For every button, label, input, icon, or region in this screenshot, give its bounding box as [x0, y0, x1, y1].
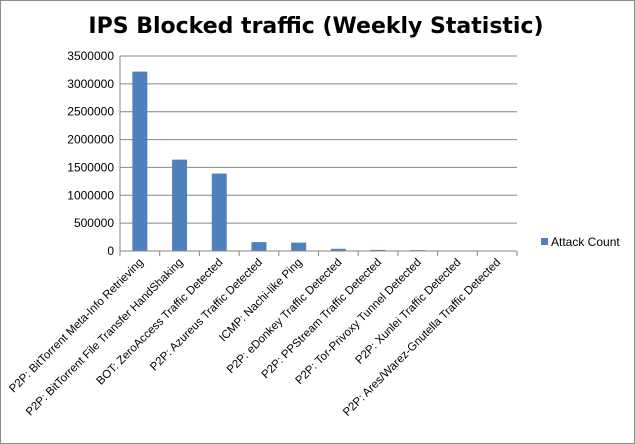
y-tick-label: 1500000	[67, 160, 114, 174]
y-tick-label: 2500000	[67, 105, 114, 119]
legend-swatch	[541, 238, 548, 245]
x-axis-labels: P2P: BitTorrent Meta-Info RetrievingP2P:…	[7, 257, 503, 419]
bar	[370, 249, 386, 251]
y-tick-label: 3500000	[67, 49, 114, 63]
bar	[132, 71, 148, 251]
y-tick-label: 1000000	[67, 188, 114, 202]
y-tick-label: 3000000	[67, 77, 114, 91]
x-axis	[119, 56, 518, 256]
bar	[251, 242, 267, 251]
y-tick-label: 2000000	[67, 133, 114, 147]
bar	[291, 242, 307, 251]
bars	[132, 71, 505, 252]
y-tick-label: 0	[107, 244, 114, 258]
y-tick-label: 500000	[74, 216, 114, 230]
chart-title: IPS Blocked traffic (Weekly Statistic)	[88, 14, 543, 39]
y-axis-ticks: 0 500000 1000000 1500000 2000000 2500000 30000…	[67, 49, 114, 258]
x-tick-label: P2P: BitTorrent Meta-Info Retrieving	[7, 257, 146, 396]
bar	[330, 248, 346, 251]
x-tick-label: P2P: BitTorrent File Transfer HandShakin…	[24, 257, 186, 419]
bar	[211, 173, 227, 251]
legend: Attack Count	[541, 235, 620, 249]
legend-label: Attack Count	[551, 235, 620, 249]
bar	[172, 159, 188, 251]
